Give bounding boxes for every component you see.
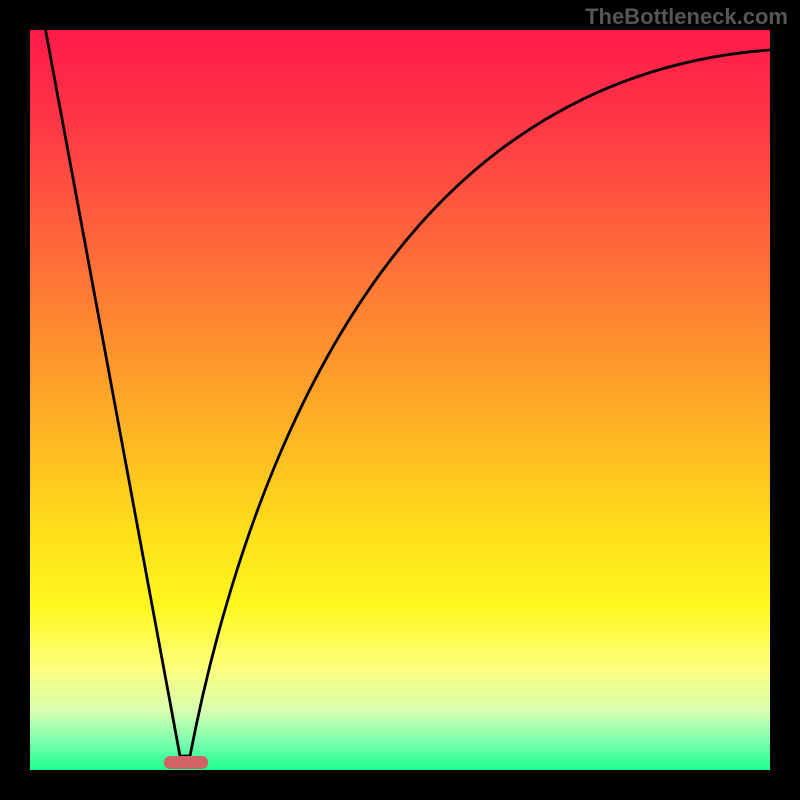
chart-background [30, 30, 770, 770]
bottleneck-chart [0, 0, 800, 800]
optimal-marker [164, 756, 208, 769]
chart-container: TheBottleneck.com [0, 0, 800, 800]
watermark-text: TheBottleneck.com [585, 4, 788, 30]
